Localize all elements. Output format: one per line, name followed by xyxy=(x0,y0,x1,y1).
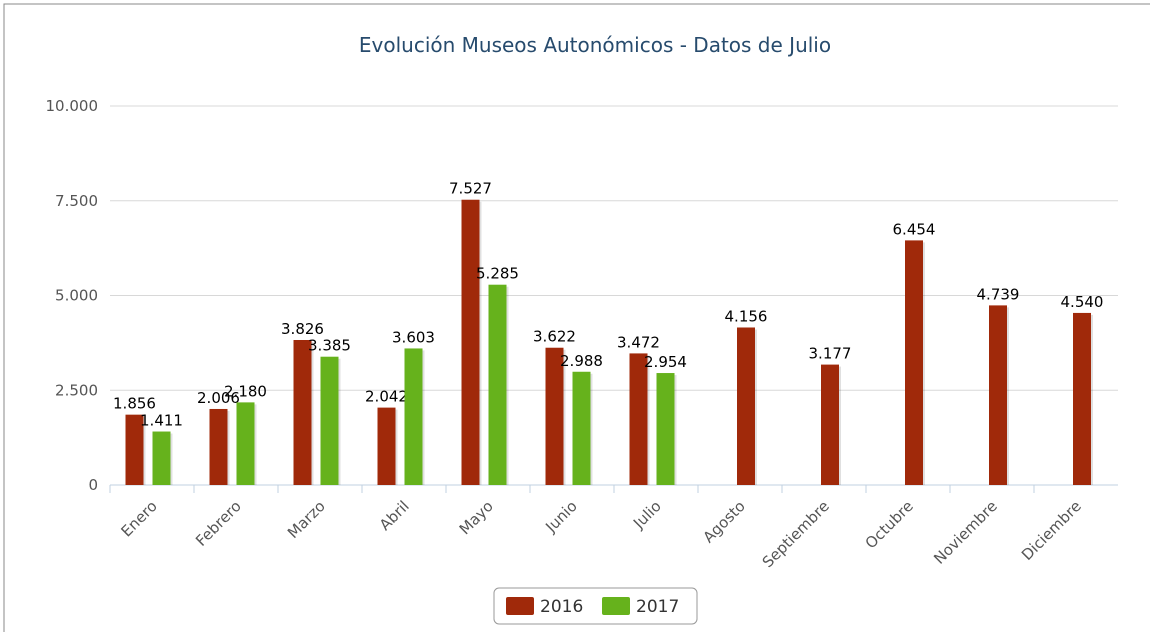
value-label: 2.954 xyxy=(644,353,687,371)
legend-swatch xyxy=(602,597,630,615)
legend-box xyxy=(493,587,698,625)
bar xyxy=(545,347,564,485)
value-label: 3.472 xyxy=(617,333,660,351)
bar xyxy=(152,431,171,485)
value-label: 2.180 xyxy=(224,382,267,400)
value-label: 3.177 xyxy=(809,345,852,363)
bar xyxy=(1073,312,1091,485)
value-label: 4.540 xyxy=(1061,293,1104,311)
value-label: 2.006 xyxy=(197,389,240,407)
value-label: 2.988 xyxy=(560,352,603,370)
bar xyxy=(404,348,423,485)
value-label: 2.042 xyxy=(365,388,408,406)
y-tick-label: 2.500 xyxy=(55,381,98,399)
legend-swatch xyxy=(506,597,534,615)
frame xyxy=(3,3,1150,632)
bar xyxy=(737,327,755,485)
bar xyxy=(293,339,312,485)
bar xyxy=(236,402,255,485)
y-tick-label: 7.500 xyxy=(55,192,98,210)
value-label: 3.603 xyxy=(392,328,435,346)
bar xyxy=(320,356,339,485)
bar xyxy=(821,364,839,485)
value-label: 1.856 xyxy=(113,395,156,413)
chart-title: Evolución Museos Autonómicos - Datos de … xyxy=(359,33,831,57)
bar xyxy=(377,407,396,485)
value-label: 3.622 xyxy=(533,328,576,346)
value-label: 4.156 xyxy=(725,307,768,325)
bar xyxy=(572,371,591,485)
value-label: 3.826 xyxy=(281,320,324,338)
bar xyxy=(656,373,675,485)
y-tick-label: 10.000 xyxy=(46,97,99,115)
y-tick-label: 0 xyxy=(88,476,98,494)
legend-label: 2016 xyxy=(540,597,583,617)
value-label: 5.285 xyxy=(476,265,519,283)
bar xyxy=(461,199,480,486)
y-tick-label: 5.000 xyxy=(55,287,98,305)
bar xyxy=(488,284,507,485)
value-label: 6.454 xyxy=(893,220,936,238)
value-label: 7.527 xyxy=(449,180,492,198)
legend: 2016 2017 xyxy=(493,587,698,625)
value-label: 3.385 xyxy=(308,337,351,355)
bar xyxy=(905,240,923,485)
value-label: 1.411 xyxy=(140,412,183,430)
legend-label: 2017 xyxy=(636,597,679,617)
bar xyxy=(209,408,228,485)
bar xyxy=(629,353,648,485)
value-label: 4.739 xyxy=(977,285,1020,303)
bar xyxy=(989,305,1007,485)
bar xyxy=(125,414,144,485)
